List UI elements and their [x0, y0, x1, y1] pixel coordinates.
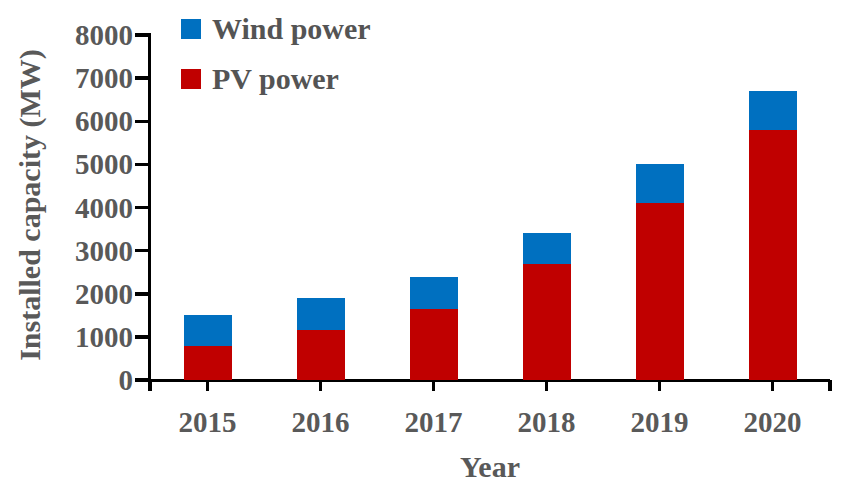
x-tick-label: 2015 — [151, 406, 264, 438]
bar-segment-pv-power-2019 — [636, 203, 684, 380]
y-tick-mark — [135, 33, 151, 37]
y-tick-label: 0 — [33, 364, 133, 396]
y-tick-mark — [135, 335, 151, 339]
bar-segment-pv-power-2017 — [410, 309, 458, 380]
y-tick-label: 5000 — [33, 148, 133, 180]
y-tick-mark — [135, 206, 151, 210]
legend-item-pv-power: PV power — [181, 62, 371, 96]
y-tick-mark — [135, 76, 151, 80]
x-tick-label: 2016 — [264, 406, 377, 438]
x-tick-label: 2020 — [716, 406, 829, 438]
x-axis-end-tick — [828, 380, 832, 391]
y-tick-mark — [135, 163, 151, 167]
bar-segment-wind-power-2017 — [410, 277, 458, 309]
y-tick-label: 4000 — [33, 192, 133, 224]
y-tick-label: 6000 — [33, 105, 133, 137]
chart-figure: Installed capacity (MW) 0100020003000400… — [0, 0, 850, 492]
y-tick-mark — [135, 292, 151, 296]
legend: Wind power PV power — [181, 12, 371, 112]
bar-segment-pv-power-2020 — [749, 130, 797, 380]
bar-segment-pv-power-2016 — [297, 330, 345, 380]
bar-segment-wind-power-2018 — [523, 233, 571, 263]
x-tick-mark — [319, 380, 323, 391]
x-tick-label: 2019 — [603, 406, 716, 438]
pv-power-swatch — [181, 69, 201, 89]
legend-label-wind-power: Wind power — [212, 12, 371, 46]
y-tick-label: 7000 — [33, 62, 133, 94]
bar-segment-pv-power-2018 — [523, 264, 571, 380]
x-axis-title: Year — [150, 450, 830, 484]
x-tick-mark — [771, 380, 775, 391]
x-tick-mark — [432, 380, 436, 391]
y-tick-mark — [135, 120, 151, 124]
bar-segment-wind-power-2019 — [636, 164, 684, 203]
y-tick-label: 8000 — [33, 19, 133, 51]
legend-label-pv-power: PV power — [212, 62, 339, 96]
x-tick-mark — [545, 380, 549, 391]
y-tick-label: 1000 — [33, 321, 133, 353]
x-axis-end-tick — [148, 380, 152, 391]
bar-segment-wind-power-2016 — [297, 298, 345, 330]
x-tick-mark — [206, 380, 210, 391]
legend-item-wind-power: Wind power — [181, 12, 371, 46]
x-tick-mark — [658, 380, 662, 391]
y-tick-label: 3000 — [33, 235, 133, 267]
bar-segment-pv-power-2015 — [184, 346, 232, 381]
bar-segment-wind-power-2020 — [749, 91, 797, 130]
y-tick-label: 2000 — [33, 278, 133, 310]
x-axis-line — [148, 379, 831, 383]
x-tick-label: 2018 — [490, 406, 603, 438]
x-tick-label: 2017 — [377, 406, 490, 438]
y-tick-mark — [135, 249, 151, 253]
wind-power-swatch — [181, 19, 201, 39]
bar-segment-wind-power-2015 — [184, 315, 232, 345]
